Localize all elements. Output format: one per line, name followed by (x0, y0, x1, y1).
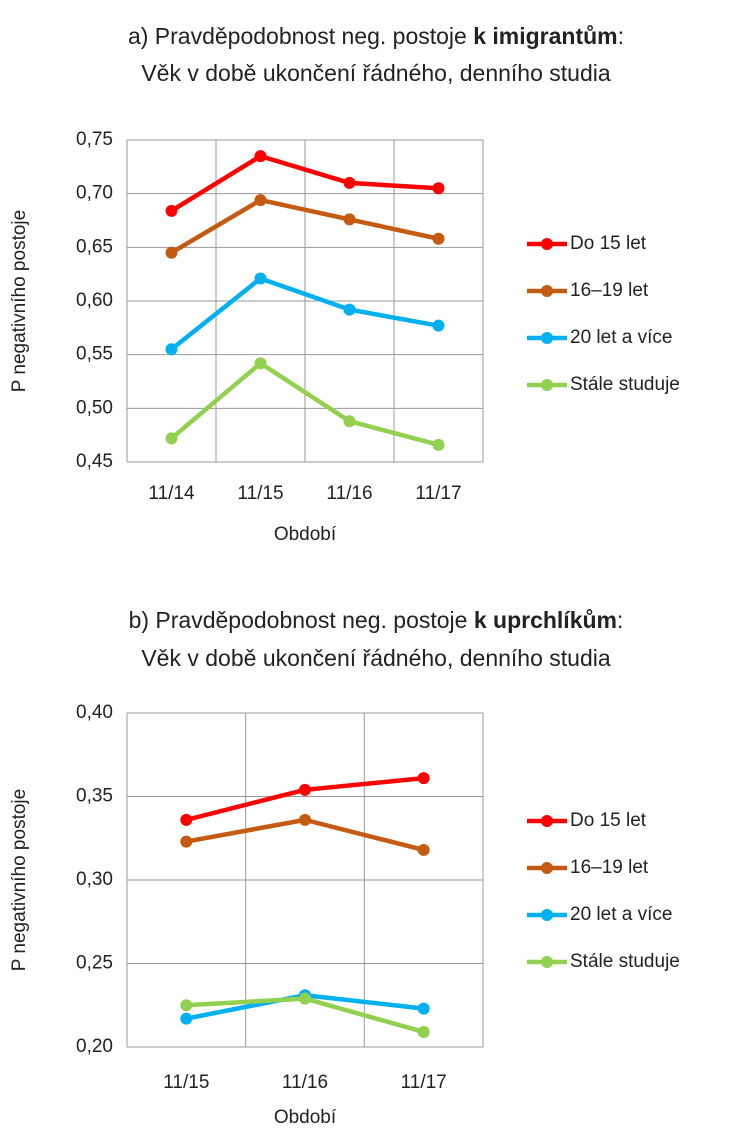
series-line (170, 276, 439, 352)
data-point (343, 176, 356, 189)
title-part: : (618, 23, 624, 49)
title-part: a) Pravděpodobnost neg. postoje (128, 23, 473, 49)
data-point (180, 999, 193, 1012)
y-axis-label: P negativního postoje (9, 210, 30, 392)
data-point (432, 438, 445, 451)
legend-marker (541, 815, 553, 827)
data-point (343, 213, 356, 226)
title-part: : (617, 607, 623, 633)
data-point (417, 843, 430, 856)
legend-marker (541, 956, 553, 968)
y-tick-label: 0,65 (76, 236, 113, 257)
series-line (170, 197, 439, 255)
x-tick-label: 11/15 (163, 1072, 209, 1093)
data-point (432, 182, 445, 195)
x-axis-label: Období (274, 524, 337, 545)
x-tick-label: 11/16 (282, 1072, 328, 1093)
chart-title: b) Pravděpodobnost neg. postoje k uprchl… (129, 607, 624, 633)
data-point (180, 1012, 193, 1025)
x-tick-label: 11/14 (148, 483, 195, 504)
y-tick-label: 0,40 (76, 702, 113, 723)
y-tick-label: 0,55 (76, 344, 113, 365)
legend-label: Stále studuje (570, 951, 680, 972)
x-tick-label: 11/17 (401, 1072, 447, 1093)
y-axis-label: P negativního postoje (9, 789, 30, 971)
data-point (417, 772, 430, 785)
data-point (165, 343, 178, 356)
data-point (254, 150, 267, 163)
legend-label: 16–19 let (570, 280, 649, 301)
legend-marker (541, 238, 553, 250)
legend-marker (541, 909, 553, 921)
x-tick-label: 11/15 (237, 483, 283, 504)
legend-marker (541, 332, 553, 344)
series-line (170, 153, 439, 213)
data-point (432, 319, 445, 332)
chart-subtitle: Věk v době ukončení řádného, denního stu… (141, 645, 611, 671)
title-part: k imigrantům (473, 23, 617, 49)
legend-marker (541, 379, 553, 391)
data-point (180, 813, 193, 826)
y-tick-label: 0,60 (76, 290, 113, 311)
legend-marker (541, 285, 553, 297)
legend-marker (541, 862, 553, 874)
legend-label: 16–19 let (570, 857, 649, 878)
y-tick-label: 0,70 (76, 183, 113, 204)
legend-label: Do 15 let (570, 810, 647, 831)
legend-label: Do 15 let (570, 233, 647, 254)
data-point (417, 1002, 430, 1015)
data-point (432, 232, 445, 245)
data-point (165, 432, 178, 445)
legend-label: Stále studuje (570, 374, 680, 395)
legend-label: 20 let a více (570, 904, 672, 925)
data-point (165, 204, 178, 217)
y-tick-label: 0,35 (76, 786, 113, 807)
data-point (299, 813, 311, 826)
chart-subtitle: Věk v době ukončení řádného, denního stu… (141, 60, 611, 86)
x-axis-label: Období (274, 1107, 337, 1128)
legend-label: 20 let a více (570, 327, 672, 348)
data-point (299, 783, 311, 796)
data-point (254, 357, 267, 370)
y-tick-label: 0,50 (76, 397, 113, 418)
y-tick-label: 0,75 (76, 129, 113, 150)
data-point (343, 303, 356, 316)
data-point (254, 272, 267, 285)
data-point (299, 992, 311, 1005)
data-point (417, 1025, 430, 1038)
chart-title: a) Pravděpodobnost neg. postoje k imigra… (128, 23, 624, 49)
y-tick-label: 0,45 (76, 451, 113, 472)
y-tick-label: 0,25 (76, 953, 113, 974)
y-tick-label: 0,30 (76, 869, 113, 890)
data-point (343, 415, 356, 428)
data-point (165, 246, 178, 259)
title-part: b) Pravděpodobnost neg. postoje (129, 607, 474, 633)
x-tick-label: 11/17 (415, 483, 461, 504)
series-line (170, 361, 440, 448)
title-part: k uprchlíkům (474, 607, 617, 633)
y-tick-label: 0,20 (76, 1036, 113, 1057)
data-point (254, 194, 267, 207)
x-tick-label: 11/16 (326, 483, 372, 504)
data-point (180, 835, 193, 848)
